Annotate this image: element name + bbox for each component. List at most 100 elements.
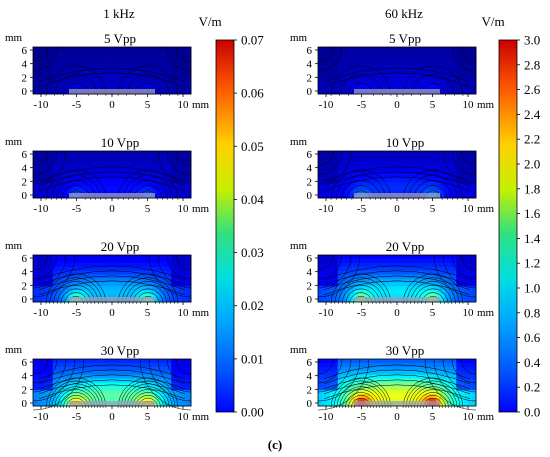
field-cell — [36, 359, 42, 364]
field-cell — [76, 151, 81, 156]
field-cell — [460, 278, 465, 283]
field-cell — [179, 378, 184, 383]
field-cell — [76, 258, 81, 264]
field-cell — [337, 70, 343, 75]
field-cell — [104, 398, 109, 403]
field-cell — [365, 378, 370, 383]
field-cell — [175, 66, 180, 71]
field-cell — [68, 58, 73, 64]
field-cell — [44, 282, 50, 287]
y-axis-unit: mm — [290, 344, 308, 356]
field-cell — [171, 78, 176, 83]
field-cell — [361, 158, 366, 164]
field-cell — [345, 278, 350, 283]
field-cell — [72, 366, 77, 372]
contour-line — [323, 166, 471, 182]
field-cell — [100, 359, 105, 364]
field-cell — [424, 174, 429, 179]
field-cell — [80, 378, 85, 383]
field-cell — [448, 174, 453, 179]
field-cell — [369, 359, 374, 364]
field-cell — [80, 154, 85, 160]
field-cell — [183, 398, 188, 403]
field-cell — [448, 62, 453, 67]
field-cell — [171, 47, 176, 52]
field-cell — [361, 47, 366, 52]
field-cell — [33, 178, 38, 183]
contour-line — [38, 166, 186, 182]
field-cell — [104, 262, 109, 268]
field-cell — [424, 158, 429, 164]
contour-line — [32, 358, 85, 411]
field-cell — [393, 82, 398, 87]
field-cell — [179, 194, 184, 199]
field-cell — [56, 50, 62, 56]
field-cell — [112, 386, 117, 391]
field-cell — [464, 374, 469, 379]
field-cell — [337, 170, 343, 175]
field-cell — [373, 86, 378, 91]
field-cell — [100, 386, 105, 391]
field-cell — [151, 362, 156, 368]
field-cell — [337, 362, 343, 368]
field-cell — [76, 162, 81, 168]
field-cell — [64, 70, 69, 75]
field-cell — [381, 362, 386, 368]
field-cell — [365, 62, 370, 67]
field-cell — [389, 158, 394, 164]
field-cell — [424, 50, 429, 56]
field-cell — [175, 266, 180, 272]
field-cell — [187, 398, 192, 403]
field-cell — [96, 158, 101, 164]
field-cell — [76, 70, 81, 75]
field-cell — [393, 62, 398, 67]
field-cell — [56, 47, 62, 52]
field-cell — [139, 166, 144, 171]
field-cell — [60, 290, 65, 295]
field-cell — [404, 378, 410, 383]
field-cell — [100, 186, 105, 191]
field-cell — [448, 186, 453, 191]
field-cell — [33, 162, 38, 168]
field-cell — [472, 278, 477, 283]
field-cell — [329, 390, 335, 395]
field-cell — [139, 78, 144, 83]
field-cell — [123, 86, 129, 91]
field-cell — [397, 366, 402, 372]
field-cell — [325, 366, 331, 372]
field-cell — [318, 66, 323, 71]
field-cell — [187, 386, 192, 391]
field-cell — [456, 50, 461, 56]
field-cell — [127, 366, 133, 372]
field-cell — [187, 58, 192, 64]
field-cell — [171, 82, 176, 87]
field-cell — [428, 274, 433, 279]
field-cell — [115, 290, 121, 295]
field-cell — [369, 50, 374, 56]
field-cell — [357, 162, 362, 168]
x-axis-unit: mm — [192, 411, 210, 423]
field-cell — [420, 186, 426, 191]
field-cell — [393, 158, 398, 164]
field-cell — [472, 370, 477, 376]
field-cell — [64, 90, 69, 95]
colorbar-tick-label: 2.6 — [524, 82, 541, 97]
contour-line — [317, 254, 361, 298]
field-cell — [472, 190, 477, 195]
field-cell — [44, 366, 50, 372]
field-cell — [104, 270, 109, 275]
field-cell — [151, 186, 156, 191]
field-cell — [159, 50, 164, 56]
field-cell — [171, 86, 176, 91]
field-cell — [187, 278, 192, 283]
field-cell — [155, 386, 160, 391]
field-cell — [448, 162, 453, 168]
field-cell — [385, 255, 390, 260]
field-cell — [397, 190, 402, 195]
contour-line — [330, 65, 392, 97]
field-cell — [72, 78, 77, 83]
field-cell — [349, 382, 354, 387]
field-cell — [325, 278, 331, 283]
field-cell — [96, 151, 101, 156]
field-cell — [393, 398, 398, 403]
